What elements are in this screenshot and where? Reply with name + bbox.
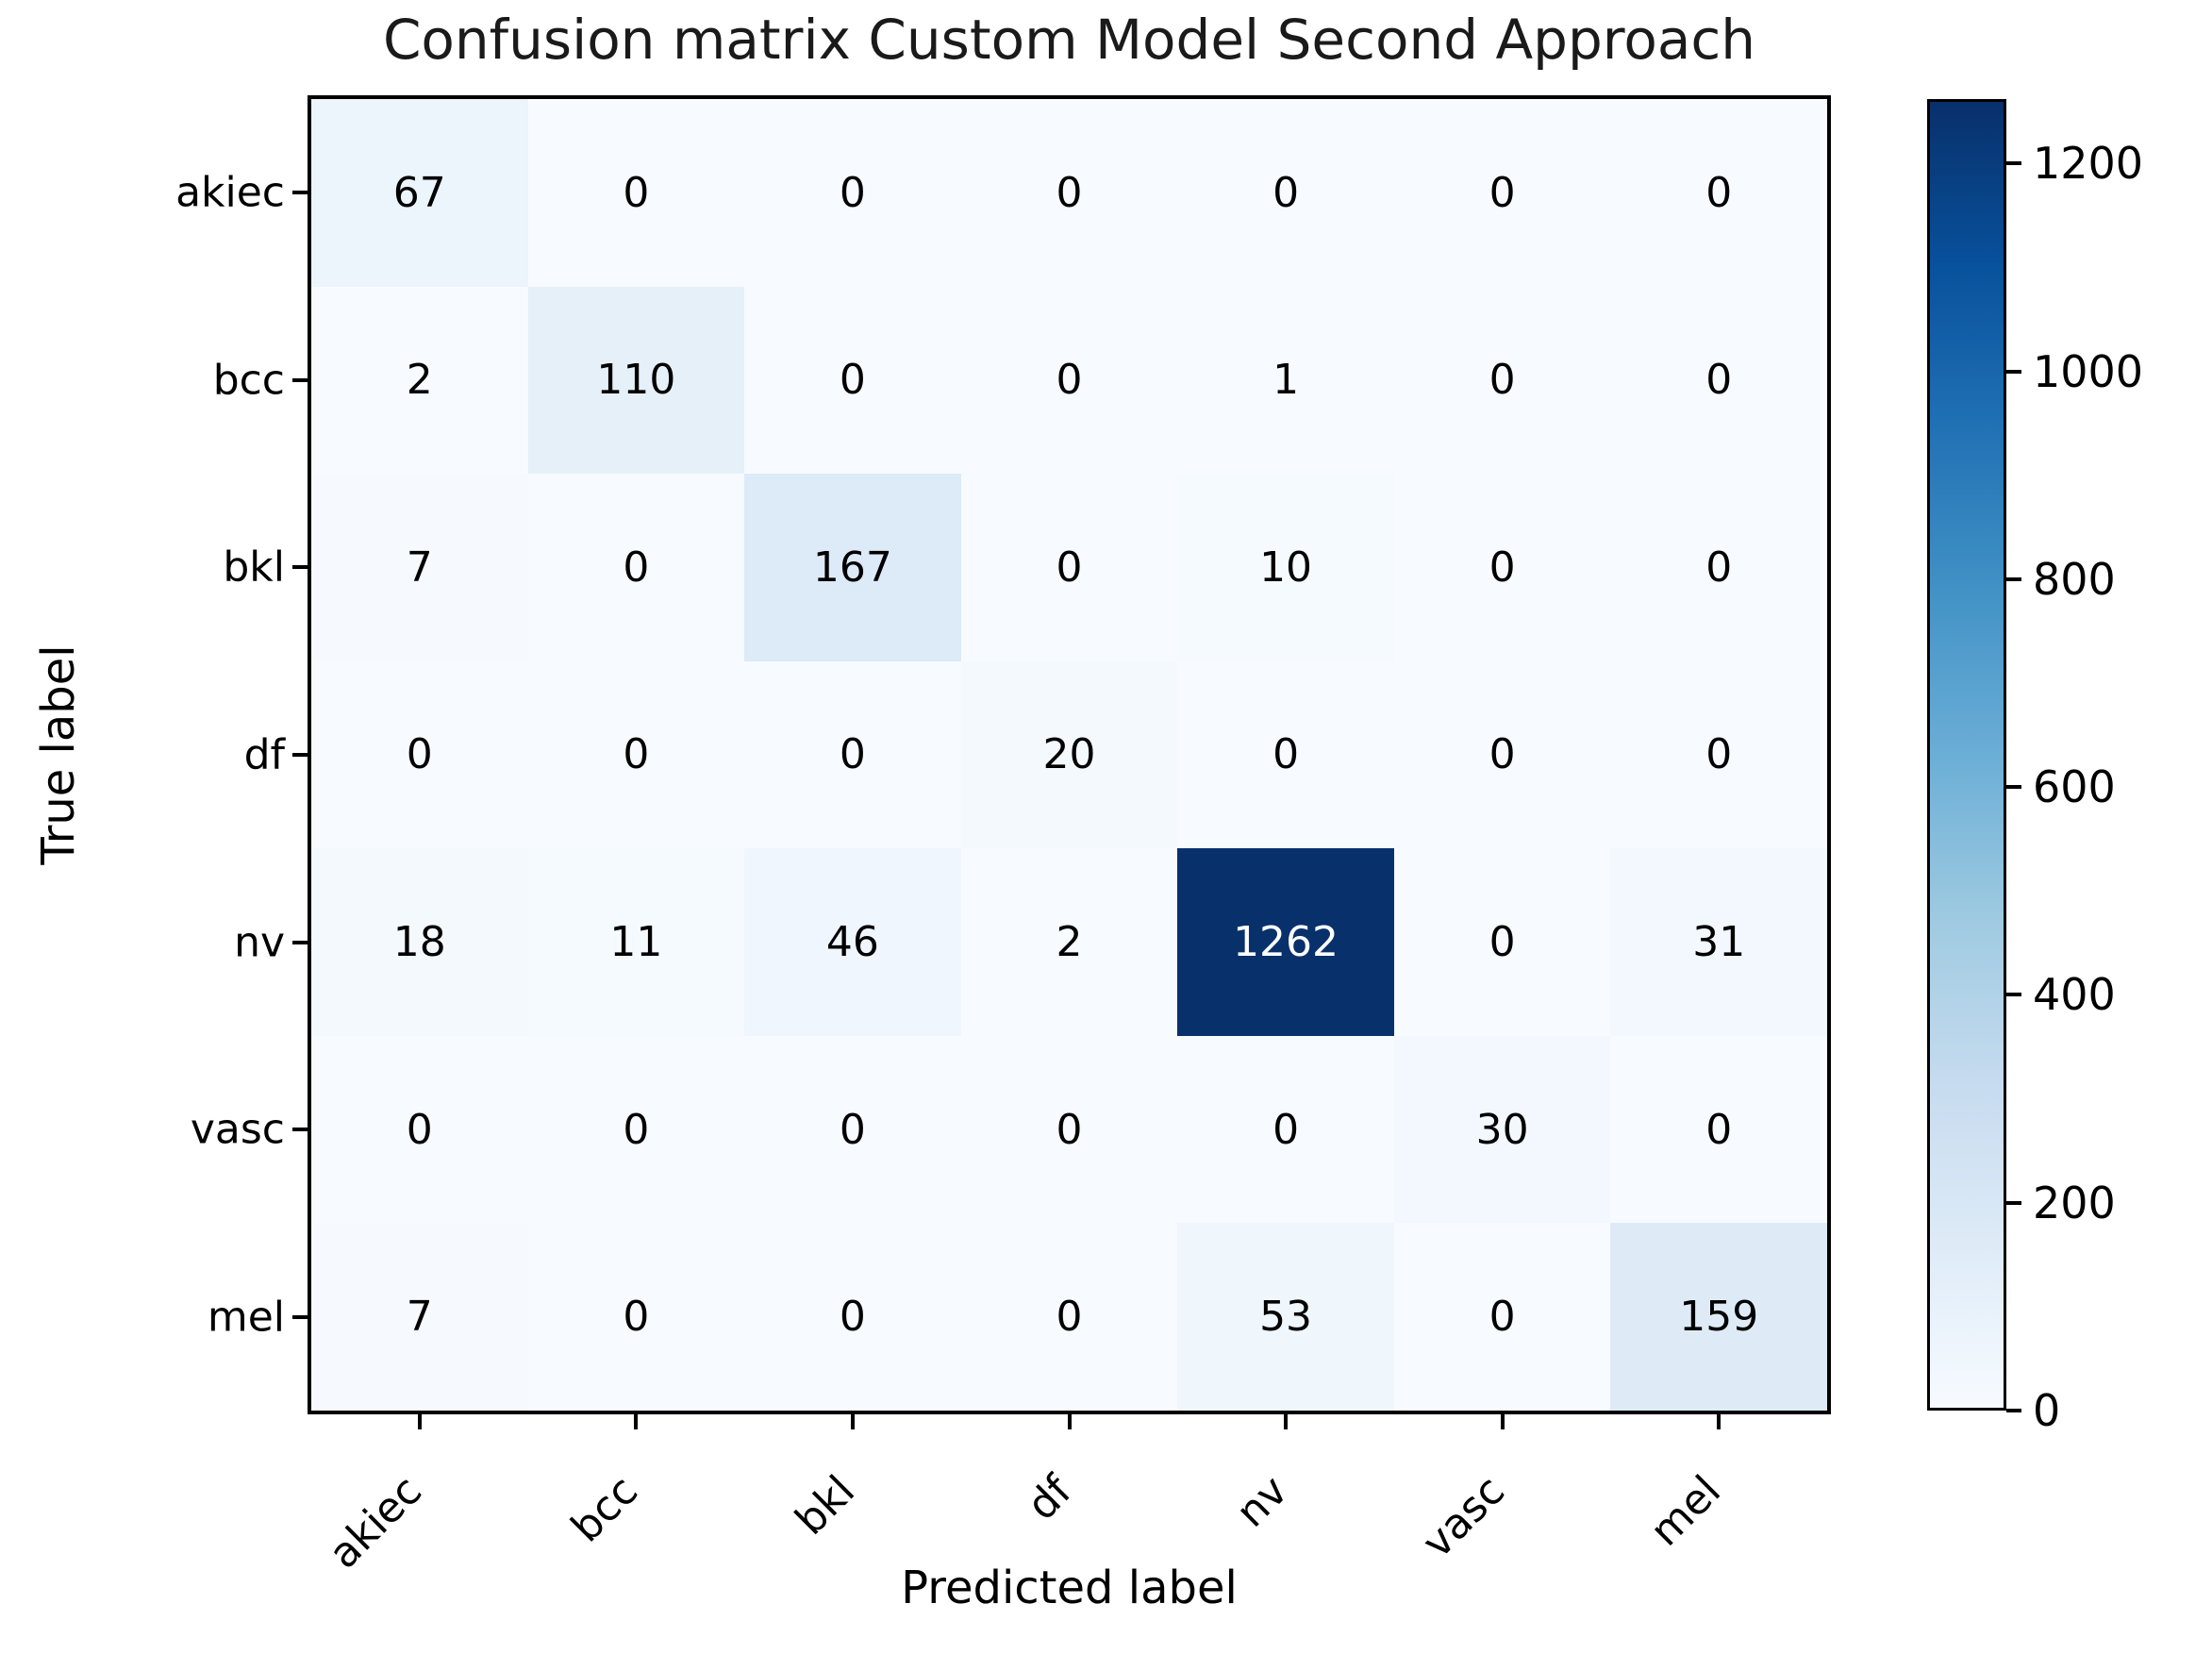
heatmap-cell-mel-mel: 159: [1610, 1223, 1827, 1411]
chart-title: Confusion matrix Custom Model Second App…: [382, 8, 1756, 72]
heatmap-cell-vasc-bkl: 0: [744, 1035, 961, 1224]
heatmap-cell-df-bkl: 0: [744, 660, 961, 849]
heatmap-grid: 67 0 0 0 0 0 0 2 110 0 0 1 0 0 7 0 167 0 10 0 0 0 0 0 20 0 0 0 18 11 4…: [308, 95, 1831, 1414]
colorbar-tick-label-0: 0: [2033, 1385, 2061, 1436]
colorbar-tick-label-400: 400: [2033, 969, 2116, 1021]
x-tick-label-nv: nv: [1226, 1466, 1298, 1537]
x-tick-mark: [1717, 1412, 1721, 1429]
x-tick-label-mel: mel: [1641, 1466, 1731, 1556]
x-tick-mark: [1284, 1412, 1289, 1429]
heatmap-cell-akiec-nv: 0: [1177, 99, 1394, 287]
heatmap-cell-mel-nv: 53: [1177, 1223, 1394, 1411]
heatmap-cell-df-bcc: 0: [527, 660, 745, 849]
heatmap-cell-nv-nv: 1262: [1177, 848, 1394, 1036]
colorbar: [1927, 99, 2006, 1411]
heatmap-cell-bcc-mel: 0: [1610, 286, 1827, 475]
x-tick-label-akiec: akiec: [319, 1466, 431, 1579]
heatmap-cell-nv-df: 2: [960, 848, 1178, 1036]
heatmap-cell-vasc-akiec: 0: [311, 1035, 528, 1224]
y-tick-label-akiec: akiec: [175, 168, 285, 217]
heatmap-cell-vasc-mel: 0: [1610, 1035, 1827, 1224]
heatmap-cell-vasc-vasc: 30: [1393, 1035, 1611, 1224]
colorbar-tick-label-1200: 1200: [2033, 138, 2144, 190]
heatmap-cell-vasc-df: 0: [960, 1035, 1178, 1224]
colorbar-tick-label-800: 800: [2033, 553, 2116, 605]
heatmap-cell-bcc-df: 0: [960, 286, 1178, 475]
heatmap-cell-bcc-bcc: 110: [527, 286, 745, 475]
x-tick-label-vasc: vasc: [1412, 1466, 1514, 1568]
y-tick-label-vasc: vasc: [190, 1105, 285, 1154]
heatmap-cell-akiec-vasc: 0: [1393, 99, 1611, 287]
x-tick-label-bcc: bcc: [562, 1466, 648, 1552]
colorbar-tick-mark: [2006, 993, 2021, 997]
heatmap-cell-bkl-akiec: 7: [311, 474, 528, 661]
y-tick-label-mel: mel: [207, 1293, 285, 1342]
x-axis-label: Predicted label: [901, 1562, 1238, 1614]
heatmap-cell-vasc-nv: 0: [1177, 1035, 1394, 1224]
y-tick-mark: [292, 1314, 309, 1319]
heatmap-cell-akiec-akiec: 67: [311, 99, 528, 287]
heatmap-cell-mel-akiec: 7: [311, 1223, 528, 1411]
x-tick-mark: [850, 1412, 855, 1429]
colorbar-tick-mark: [2006, 369, 2021, 374]
heatmap-cell-df-mel: 0: [1610, 660, 1827, 849]
heatmap-cell-bcc-akiec: 2: [311, 286, 528, 475]
y-tick-label-bcc: bcc: [212, 356, 285, 405]
x-tick-mark: [417, 1412, 422, 1429]
heatmap-cell-vasc-bcc: 0: [527, 1035, 745, 1224]
heatmap-cell-nv-mel: 31: [1610, 848, 1827, 1036]
heatmap-cell-df-df: 20: [960, 660, 1178, 849]
heatmap-cell-bkl-vasc: 0: [1393, 474, 1611, 661]
x-tick-label-bkl: bkl: [786, 1466, 864, 1545]
heatmap-cell-akiec-mel: 0: [1610, 99, 1827, 287]
x-tick-mark: [1500, 1412, 1505, 1429]
heatmap-cell-bkl-df: 0: [960, 474, 1178, 661]
heatmap-cell-akiec-bkl: 0: [744, 99, 961, 287]
y-tick-mark: [292, 565, 309, 570]
colorbar-tick-label-200: 200: [2033, 1177, 2116, 1228]
heatmap-cell-bcc-bkl: 0: [744, 286, 961, 475]
colorbar-tick-label-1000: 1000: [2033, 345, 2144, 397]
y-tick-label-nv: nv: [234, 918, 285, 967]
heatmap-cell-nv-vasc: 0: [1393, 848, 1611, 1036]
heatmap-cell-mel-bkl: 0: [744, 1223, 961, 1411]
y-tick-mark: [292, 377, 309, 382]
colorbar-tick-mark: [2006, 1200, 2021, 1205]
heatmap-cell-mel-vasc: 0: [1393, 1223, 1611, 1411]
heatmap-cell-mel-bcc: 0: [527, 1223, 745, 1411]
heatmap-cell-df-akiec: 0: [311, 660, 528, 849]
x-tick-mark: [634, 1412, 639, 1429]
y-axis-label: True label: [32, 644, 85, 865]
colorbar-tick-mark: [2006, 1409, 2021, 1412]
y-tick-mark: [292, 753, 309, 757]
heatmap-cell-bcc-vasc: 0: [1393, 286, 1611, 475]
y-tick-label-bkl: bkl: [223, 543, 285, 592]
x-tick-label-df: df: [1017, 1466, 1081, 1530]
colorbar-tick-mark: [2006, 576, 2021, 581]
heatmap-cell-nv-bcc: 11: [527, 848, 745, 1036]
heatmap-cell-bkl-mel: 0: [1610, 474, 1827, 661]
heatmap-cell-bkl-nv: 10: [1177, 474, 1394, 661]
colorbar-tick-mark: [2006, 785, 2021, 790]
x-tick-mark: [1067, 1412, 1072, 1429]
heatmap-cell-df-nv: 0: [1177, 660, 1394, 849]
heatmap-cell-mel-df: 0: [960, 1223, 1178, 1411]
heatmap-cell-bcc-nv: 1: [1177, 286, 1394, 475]
heatmap-cell-nv-akiec: 18: [311, 848, 528, 1036]
heatmap-cell-akiec-df: 0: [960, 99, 1178, 287]
heatmap-cell-df-vasc: 0: [1393, 660, 1611, 849]
heatmap-cell-bkl-bkl: 167: [744, 474, 961, 661]
y-tick-mark: [292, 191, 309, 195]
colorbar-tick-label-600: 600: [2033, 761, 2116, 813]
y-tick-mark: [292, 940, 309, 944]
heatmap-cell-nv-bkl: 46: [744, 848, 961, 1036]
heatmap-cell-akiec-bcc: 0: [527, 99, 745, 287]
colorbar-tick-mark: [2006, 161, 2021, 166]
y-tick-mark: [292, 1128, 309, 1132]
heatmap-cell-bkl-bcc: 0: [527, 474, 745, 661]
y-tick-label-df: df: [243, 730, 285, 779]
